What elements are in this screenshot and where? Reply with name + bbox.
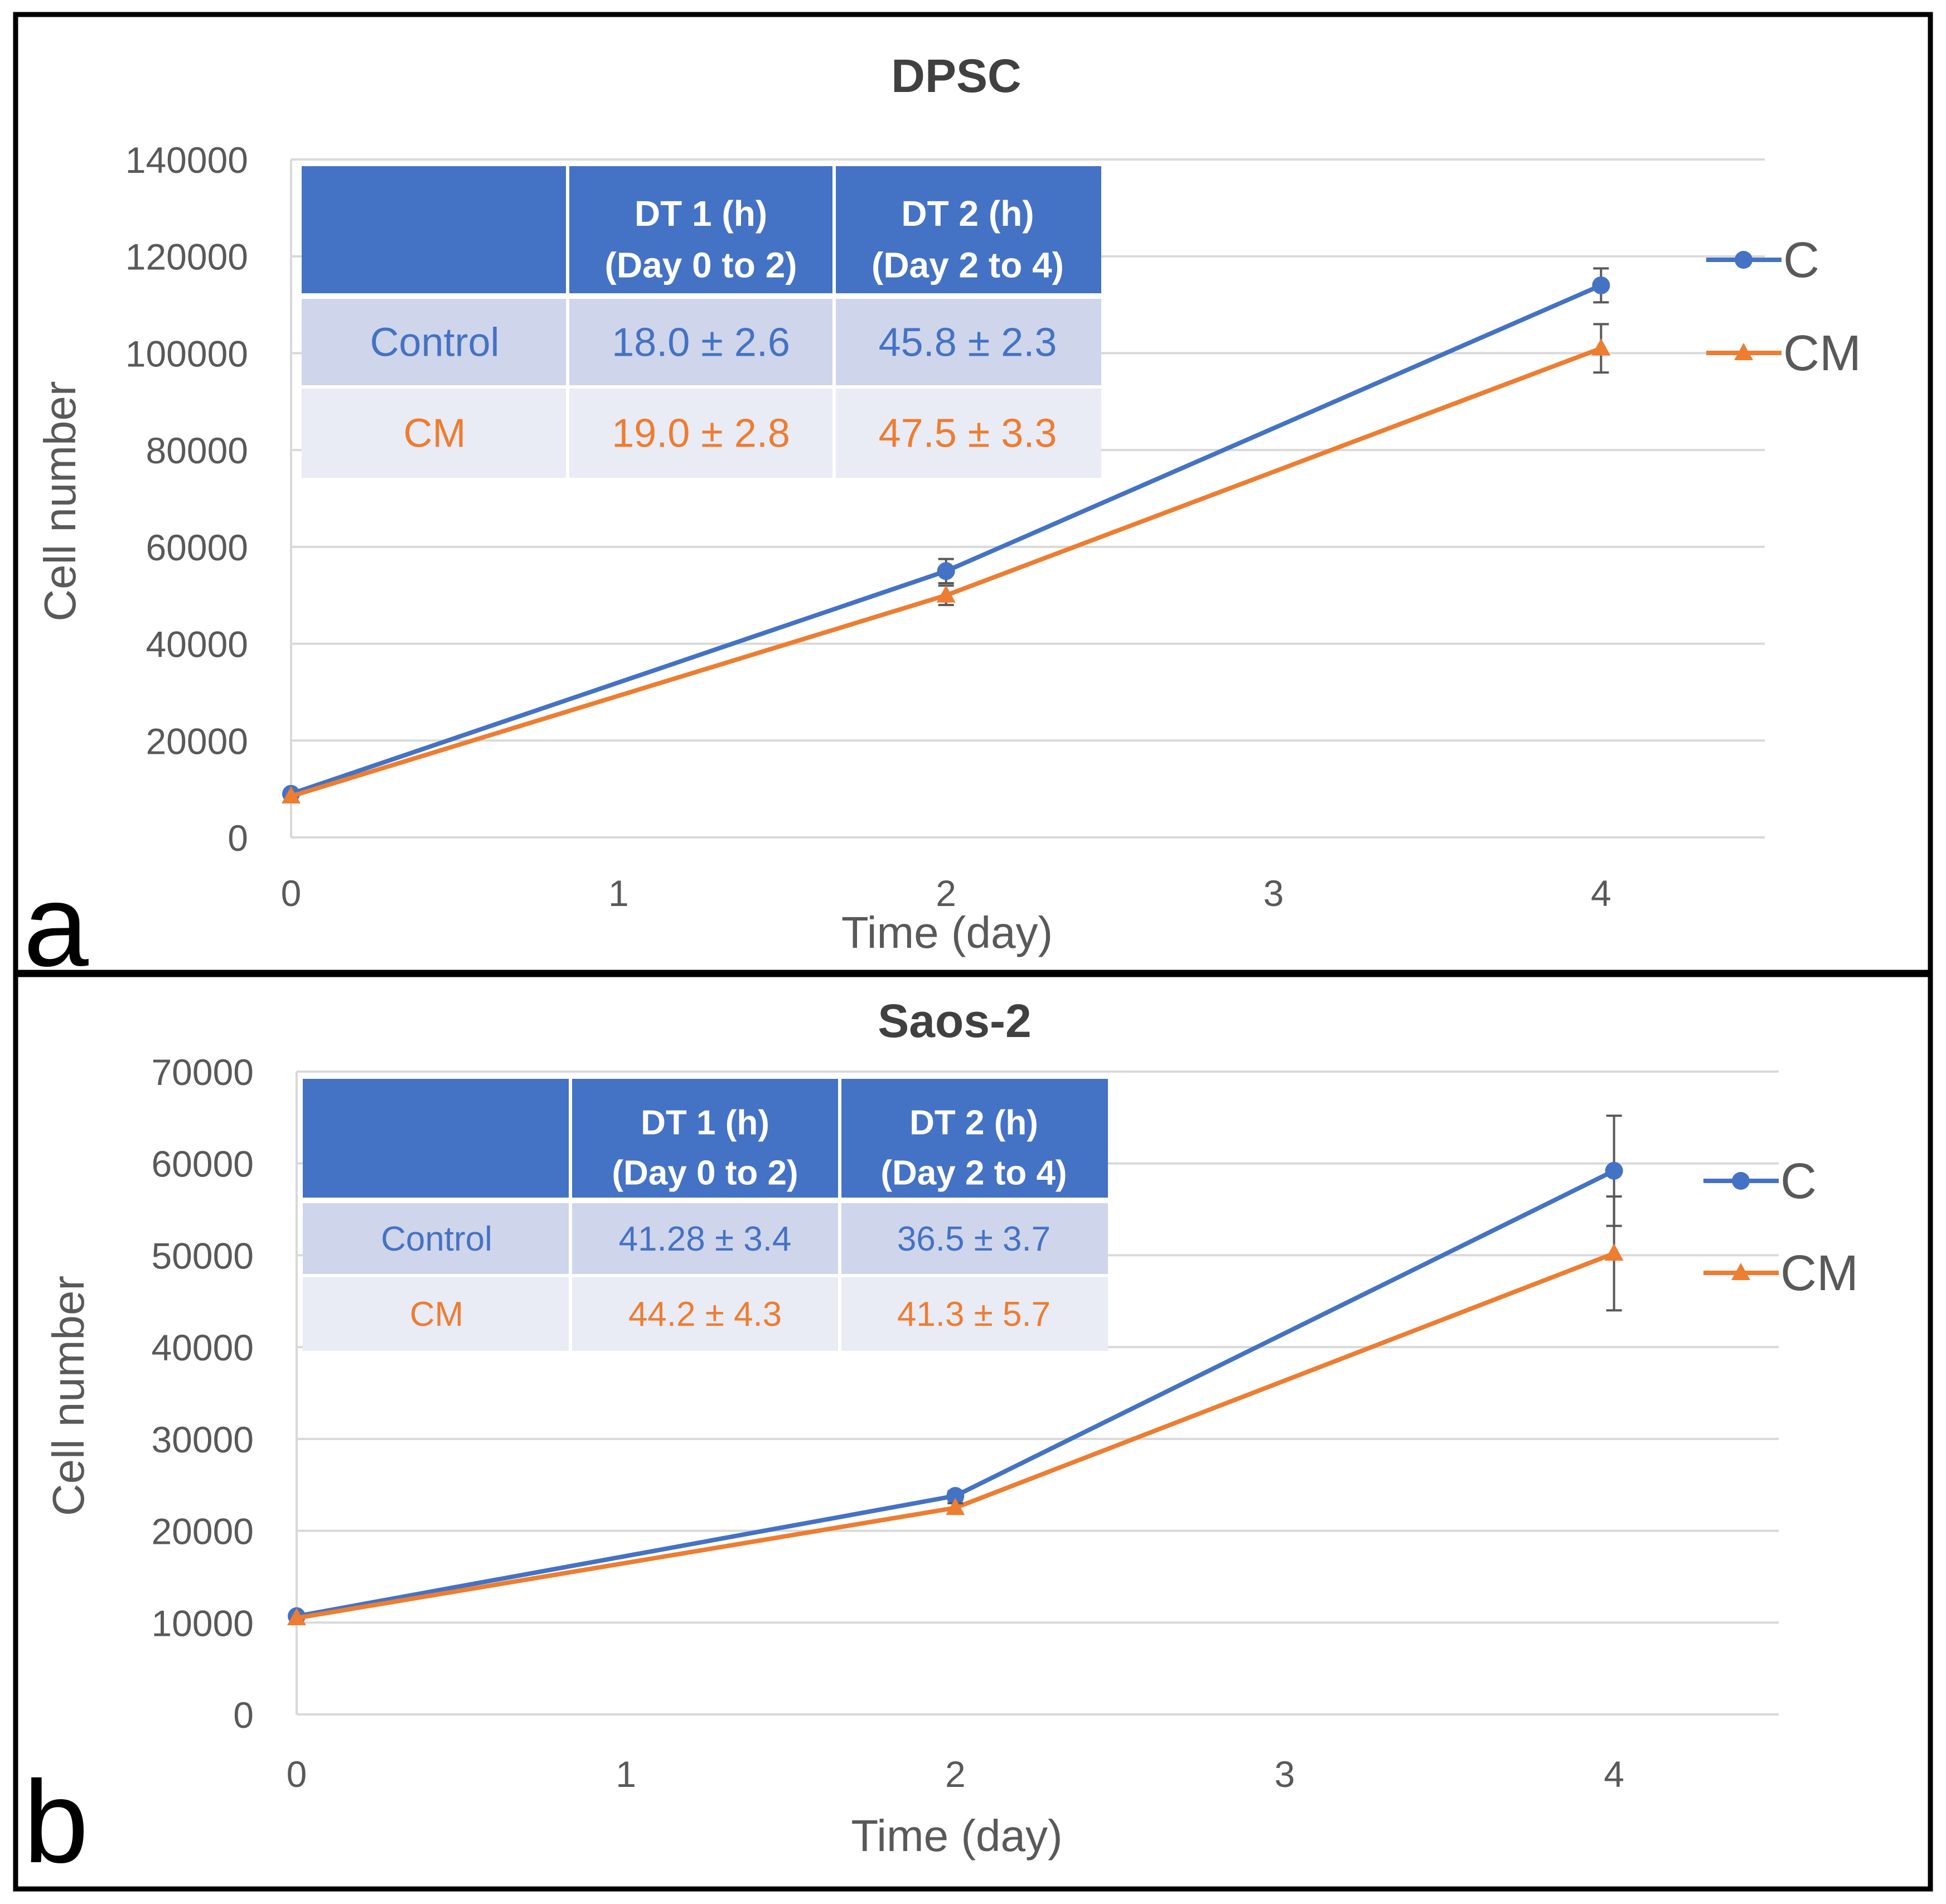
table-header-cell: DT 2 (h) (Day 2 to 4) (880, 1104, 1067, 1193)
table-header-line: (Day 0 to 2) (612, 1154, 798, 1193)
table-header-line: (Day 2 to 4) (872, 245, 1064, 285)
y-tick-label: 0 (233, 1694, 254, 1736)
legend-marker-C (1735, 251, 1753, 269)
table-cell: 19.0 ± 2.8 (612, 411, 790, 456)
table-row-label: CM (404, 411, 466, 456)
panel-b: Saos-2 0 10000 20000 30000 40000 50000 60000 700… (13, 972, 1933, 1892)
table-header-line: (Day 0 to 2) (605, 245, 797, 285)
x-tick-label: 4 (1591, 873, 1611, 914)
y-tick-label: 80000 (146, 430, 248, 471)
table-header-cell: DT 1 (h) (Day 0 to 2) (612, 1104, 798, 1193)
table-row-label: CM (410, 1295, 463, 1334)
y-tick-label: 40000 (151, 1327, 254, 1368)
y-tick-label: 70000 (151, 1052, 254, 1093)
data-point-C (1605, 1161, 1623, 1180)
y-tick-label: 120000 (125, 236, 248, 278)
table-header-line: DT 2 (h) (901, 193, 1034, 234)
data-point-CM (946, 1498, 965, 1515)
legend-marker-C (1732, 1172, 1750, 1190)
x-tick-label: 2 (936, 873, 956, 914)
data-point-CM (1591, 338, 1611, 356)
y-tick-label: 40000 (146, 624, 248, 665)
y-axis-label: Cell number (35, 381, 85, 621)
x-axis-label: Time (day) (851, 1811, 1062, 1861)
y-tick-label: 20000 (151, 1511, 254, 1552)
y-tick-label: 50000 (151, 1235, 254, 1276)
legend-label-C: C (1783, 232, 1819, 288)
table-header-line: DT 1 (h) (641, 1104, 769, 1142)
x-axis-label: Time (day) (841, 908, 1053, 957)
panel-frame (13, 972, 1933, 1892)
x-tick-label: 0 (281, 873, 302, 914)
table-cell: 36.5 ± 3.7 (897, 1220, 1051, 1258)
table-row-label: Control (370, 320, 499, 365)
x-tick-label: 3 (1264, 873, 1284, 914)
legend-marker-CM (1731, 1263, 1750, 1280)
x-tick-label: 0 (287, 1753, 307, 1795)
table-row-bg (303, 1276, 1108, 1351)
y-tick-label: 30000 (151, 1419, 254, 1460)
table-header-bg (302, 166, 1101, 296)
x-tick-label: 3 (1275, 1753, 1295, 1795)
data-point-C (937, 562, 955, 580)
y-tick-label: 100000 (125, 333, 248, 374)
chart-title: Saos-2 (878, 995, 1031, 1047)
chart-title: DPSC (891, 50, 1021, 102)
table-row-bg (303, 1200, 1108, 1276)
y-tick-label: 60000 (146, 527, 248, 568)
table-cell: 47.5 ± 3.3 (879, 411, 1057, 456)
table-cell: 18.0 ± 2.6 (612, 320, 790, 365)
data-point-C (1592, 276, 1610, 294)
panel-letter: b (23, 1756, 89, 1887)
y-tick-label: 60000 (151, 1144, 254, 1185)
x-tick-label: 4 (1604, 1753, 1624, 1795)
table-row-bg (302, 387, 1101, 478)
panel-frame (13, 12, 1933, 975)
data-point-CM (287, 1608, 306, 1626)
table-row-label: Control (381, 1220, 492, 1258)
table-cell: 44.2 ± 4.3 (628, 1295, 782, 1334)
x-tick-label: 1 (608, 873, 629, 914)
table-header-cell: DT 1 (h) (Day 0 to 2) (605, 193, 797, 285)
panel-a: DPSC020000400006000080000100000120000140… (13, 12, 1933, 991)
table-cell: 41.28 ± 3.4 (619, 1220, 792, 1258)
table-header-line: DT 1 (h) (635, 193, 767, 234)
legend-label-CM: CM (1780, 1246, 1858, 1301)
y-tick-label: 10000 (151, 1602, 254, 1644)
table-header-bg (303, 1079, 1108, 1200)
table-header-line: DT 2 (h) (909, 1104, 1038, 1142)
y-tick-label: 0 (227, 817, 248, 859)
y-tick-label: 140000 (125, 139, 248, 181)
legend-marker-CM (1734, 343, 1753, 360)
data-point-C (946, 1486, 965, 1505)
legend-label-C: C (1780, 1154, 1817, 1209)
x-tick-label: 1 (616, 1753, 636, 1795)
table-cell: 45.8 ± 2.3 (879, 320, 1057, 365)
y-axis-label: Cell number (43, 1276, 93, 1516)
data-point-CM (282, 786, 301, 804)
x-tick-label: 2 (945, 1753, 966, 1795)
table-cell: 41.3 ± 5.7 (897, 1295, 1051, 1334)
table-row-bg (302, 296, 1101, 387)
data-point-CM (936, 585, 956, 603)
table-header-line: (Day 2 to 4) (880, 1154, 1067, 1193)
data-point-CM (1604, 1243, 1624, 1261)
panel-letter: a (23, 860, 89, 991)
y-tick-label: 20000 (146, 720, 248, 762)
legend-label-CM: CM (1783, 326, 1861, 381)
table-header-cell: DT 2 (h) (Day 2 to 4) (872, 193, 1064, 285)
